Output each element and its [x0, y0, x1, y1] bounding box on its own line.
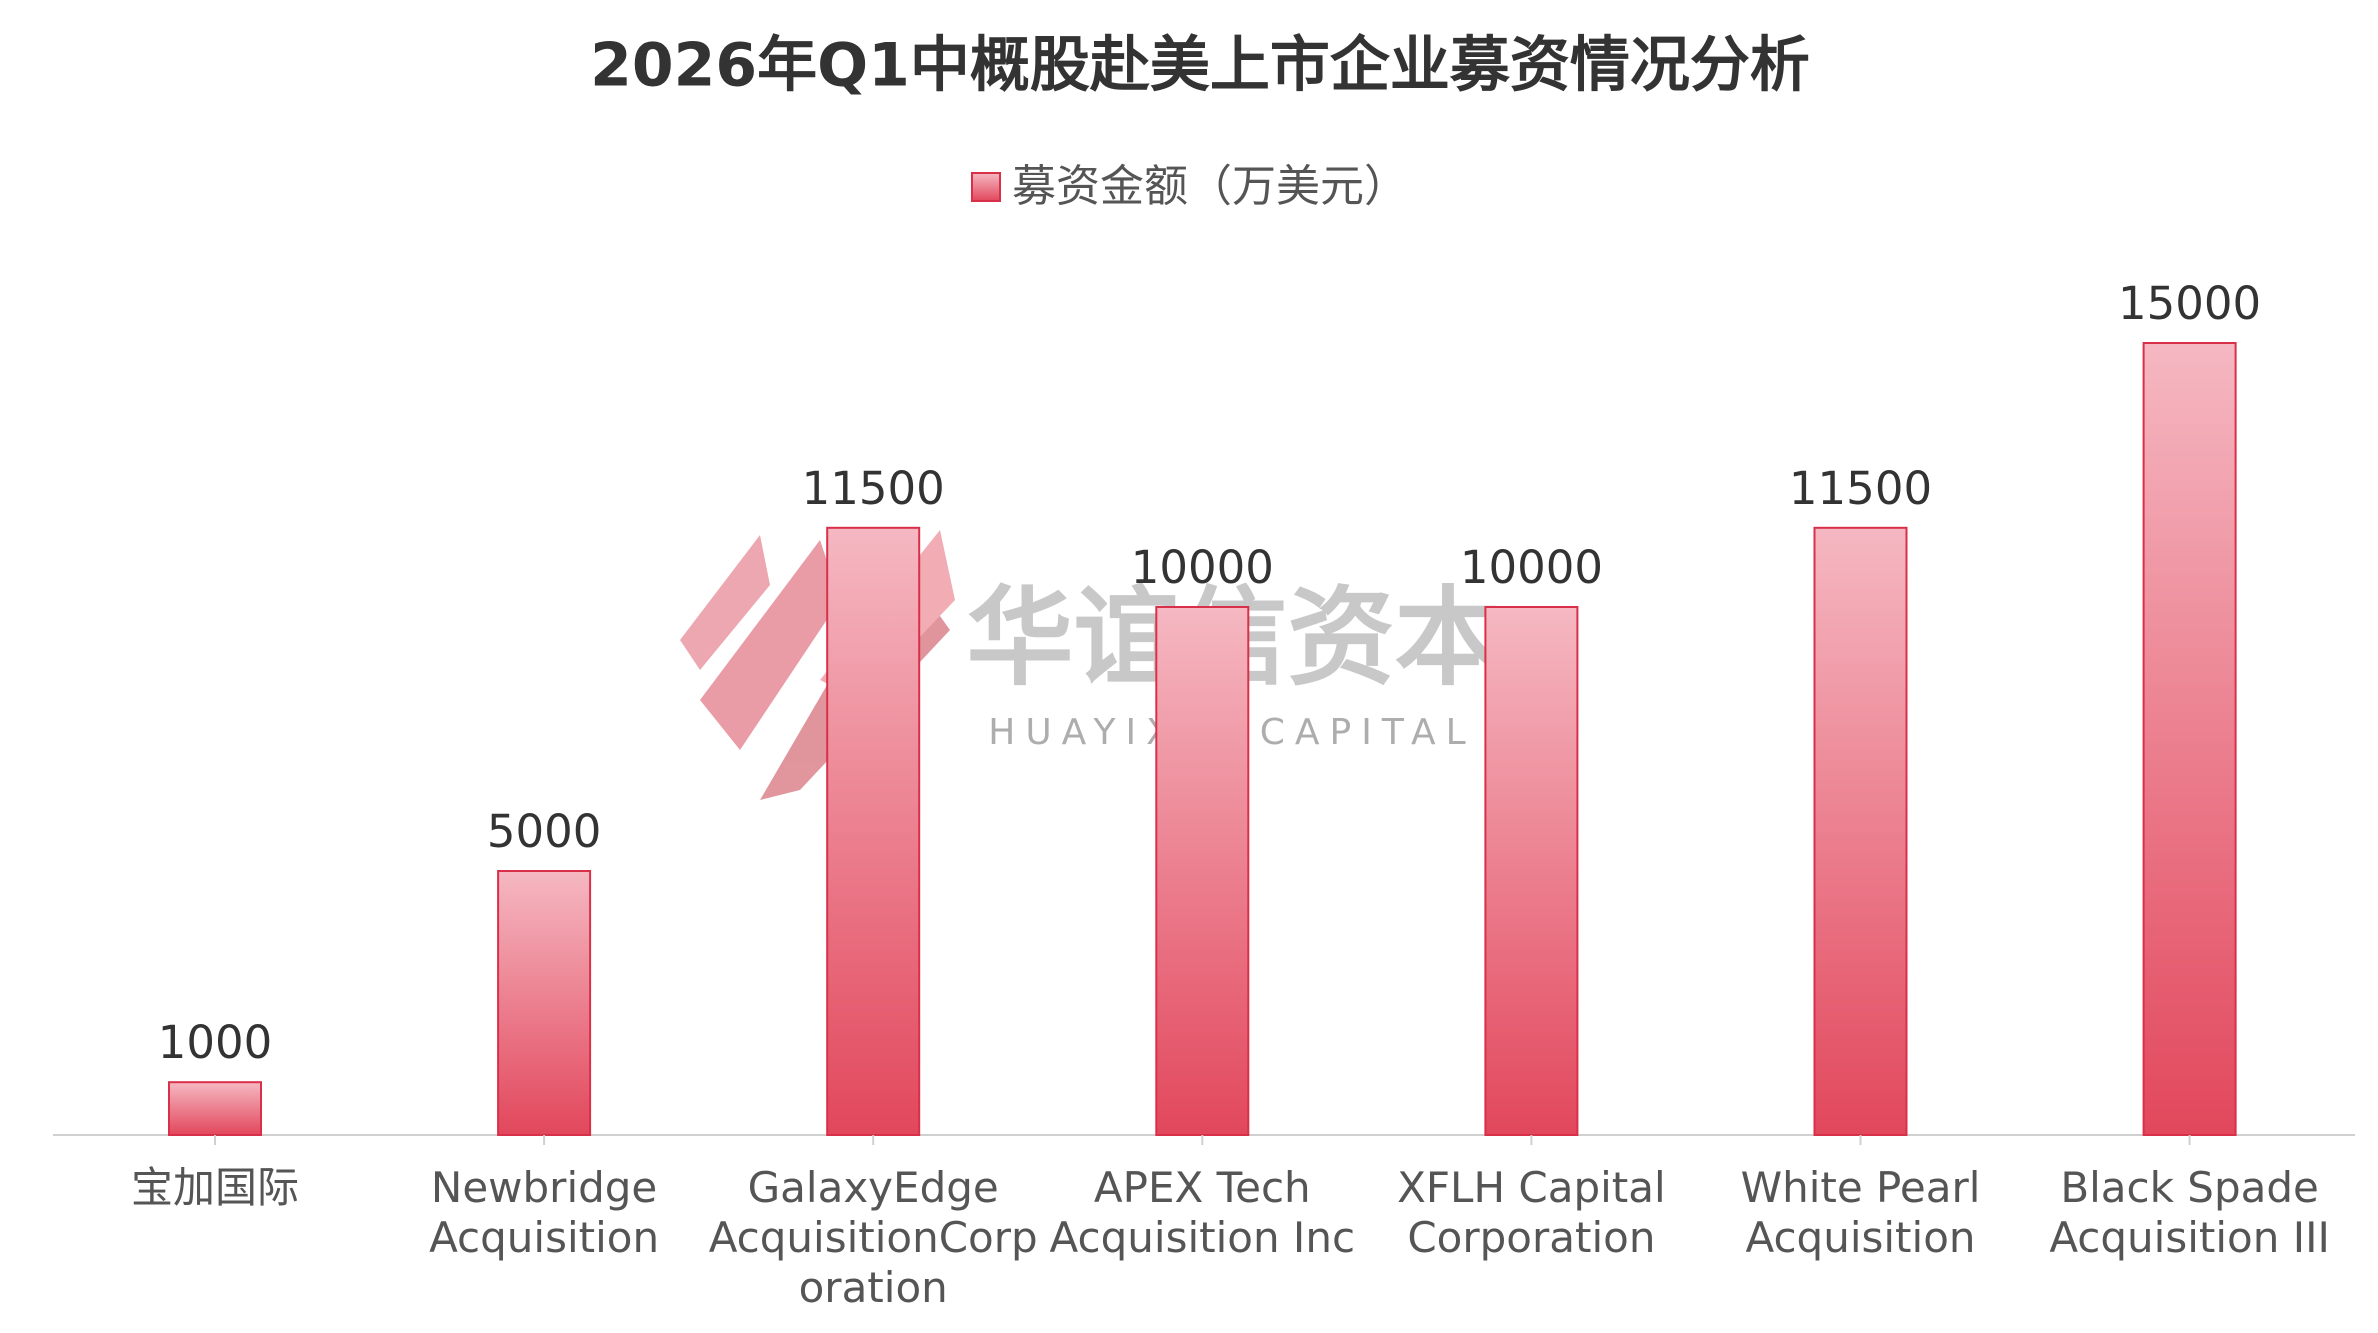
- bar: [497, 870, 592, 1136]
- chart-title: 2026年Q1中概股赴美上市企业募资情况分析: [590, 31, 1810, 101]
- value-label: 10000: [1131, 541, 1274, 594]
- bar: [168, 1081, 262, 1136]
- bar: [2142, 342, 2237, 1136]
- value-label: 11500: [1789, 462, 1932, 515]
- x-tick-label: XFLH Capital Corporation: [1397, 1163, 1666, 1262]
- value-label: 11500: [802, 462, 945, 515]
- x-tick-label: Black Spade Acquisition III: [2049, 1163, 2330, 1262]
- value-label: 5000: [487, 805, 602, 858]
- value-label: 1000: [158, 1016, 273, 1069]
- bar: [1484, 606, 1579, 1136]
- x-tick-label: APEX Tech Acquisition Inc: [1049, 1163, 1356, 1262]
- bar: [826, 526, 921, 1136]
- legend-label: 募资金额（万美元）: [1012, 161, 1408, 212]
- legend-swatch: [971, 172, 1001, 202]
- x-tick-label: GalaxyEdge AcquisitionCorp oration: [708, 1163, 1038, 1312]
- x-tick-label: 宝加国际: [130, 1163, 299, 1212]
- x-tick-label: Newbridge Acquisition: [429, 1163, 660, 1262]
- value-label: 10000: [1460, 541, 1603, 594]
- x-tick-label: White Pearl Acquisition: [1740, 1163, 1981, 1262]
- bar: [1813, 526, 1908, 1136]
- bar: [1155, 606, 1250, 1136]
- value-label: 15000: [2118, 277, 2261, 330]
